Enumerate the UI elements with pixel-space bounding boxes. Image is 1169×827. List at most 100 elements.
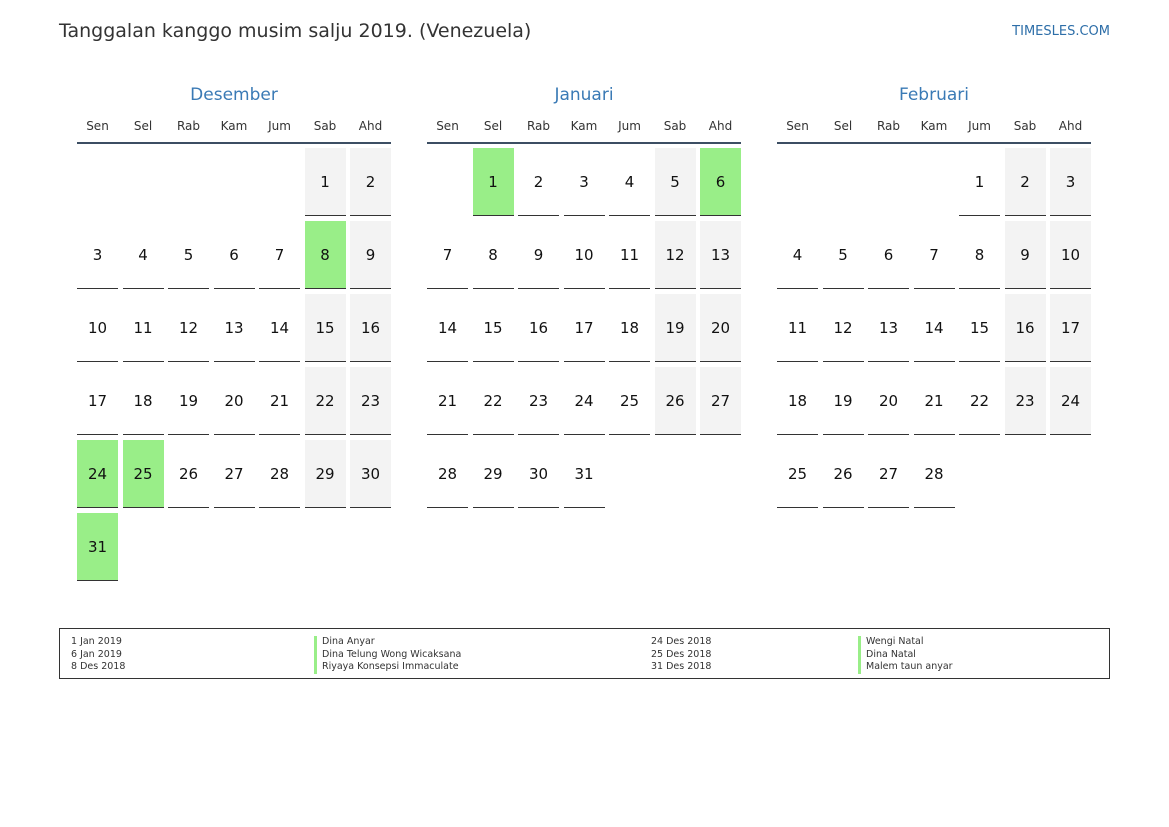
day-cell[interactable]: 2 — [350, 148, 391, 216]
empty-cell — [123, 513, 164, 581]
day-cell[interactable]: 23 — [518, 367, 559, 435]
day-cell[interactable]: 9 — [518, 221, 559, 289]
day-cell[interactable]: 16 — [1004, 294, 1046, 362]
day-cell[interactable]: 4 — [777, 221, 818, 289]
day-cell[interactable]: 20 — [700, 294, 741, 362]
day-cell[interactable]: 6 — [213, 221, 255, 289]
day-cell[interactable]: 17 — [1050, 294, 1091, 362]
day-cell[interactable]: 29 — [304, 440, 346, 508]
holiday-day-cell[interactable]: 24 — [77, 440, 118, 508]
empty-cell — [655, 440, 696, 508]
day-cell[interactable]: 16 — [518, 294, 559, 362]
holiday-day-cell[interactable]: 25 — [122, 440, 164, 508]
day-cell[interactable]: 30 — [350, 440, 391, 508]
day-cell[interactable]: 11 — [609, 221, 650, 289]
day-cell[interactable]: 5 — [822, 221, 864, 289]
day-cell[interactable]: 10 — [563, 221, 605, 289]
day-cell[interactable]: 9 — [350, 221, 391, 289]
day-cell[interactable]: 28 — [913, 440, 955, 508]
day-cell[interactable]: 15 — [304, 294, 346, 362]
day-cell[interactable]: 13 — [700, 221, 741, 289]
day-cell[interactable]: 22 — [959, 367, 1000, 435]
day-cell[interactable]: 27 — [700, 367, 741, 435]
day-cell[interactable]: 5 — [654, 148, 696, 216]
weekday-label: Rab — [526, 119, 551, 133]
day-cell[interactable]: 3 — [1050, 148, 1091, 216]
day-cell[interactable]: 8 — [472, 221, 514, 289]
day-cell[interactable]: 20 — [213, 367, 255, 435]
day-cell[interactable]: 3 — [77, 221, 118, 289]
day-cell[interactable]: 15 — [472, 294, 514, 362]
day-cell[interactable]: 25 — [609, 367, 650, 435]
weekday-label: Sab — [663, 119, 687, 133]
day-cell[interactable]: 31 — [563, 440, 605, 508]
empty-cell — [868, 148, 909, 216]
day-cell[interactable]: 26 — [654, 367, 696, 435]
day-cell[interactable]: 2 — [518, 148, 559, 216]
day-cell[interactable]: 2 — [1004, 148, 1046, 216]
day-cell[interactable]: 18 — [609, 294, 650, 362]
holiday-day-cell[interactable]: 8 — [304, 221, 346, 289]
day-cell[interactable]: 18 — [777, 367, 818, 435]
day-cell[interactable]: 14 — [913, 294, 955, 362]
day-cell[interactable]: 4 — [609, 148, 650, 216]
day-cell[interactable]: 12 — [822, 294, 864, 362]
day-cell[interactable]: 27 — [868, 440, 909, 508]
day-cell[interactable]: 19 — [654, 294, 696, 362]
day-cell[interactable]: 28 — [427, 440, 468, 508]
holiday-day-cell[interactable]: 1 — [472, 148, 514, 216]
day-cell[interactable]: 26 — [822, 440, 864, 508]
brand-link[interactable]: TIMESLES.COM — [1012, 24, 1110, 39]
day-cell[interactable]: 13 — [868, 294, 909, 362]
day-cell[interactable]: 6 — [868, 221, 909, 289]
day-cell[interactable]: 10 — [77, 294, 118, 362]
holiday-day-cell[interactable]: 6 — [700, 148, 741, 216]
day-cell[interactable]: 30 — [518, 440, 559, 508]
day-cell[interactable]: 8 — [959, 221, 1000, 289]
day-cell[interactable]: 20 — [868, 367, 909, 435]
week-row: 10 11 12 13 14 15 16 — [77, 294, 391, 367]
day-cell[interactable]: 11 — [122, 294, 164, 362]
day-cell[interactable]: 3 — [563, 148, 605, 216]
day-cell[interactable]: 25 — [777, 440, 818, 508]
day-cell[interactable]: 11 — [777, 294, 818, 362]
day-cell[interactable]: 21 — [913, 367, 955, 435]
day-cell[interactable]: 23 — [350, 367, 391, 435]
day-cell[interactable]: 15 — [959, 294, 1000, 362]
week-row: 14 15 16 17 18 19 20 — [427, 294, 741, 367]
day-cell[interactable]: 1 — [959, 148, 1000, 216]
holiday-day-cell[interactable]: 31 — [77, 513, 118, 581]
day-cell[interactable]: 7 — [427, 221, 468, 289]
day-cell[interactable]: 12 — [168, 294, 209, 362]
day-cell[interactable]: 17 — [563, 294, 605, 362]
day-cell[interactable]: 18 — [122, 367, 164, 435]
day-cell[interactable]: 14 — [427, 294, 468, 362]
day-cell[interactable]: 24 — [563, 367, 605, 435]
day-cell[interactable]: 22 — [472, 367, 514, 435]
day-cell[interactable]: 14 — [259, 294, 300, 362]
day-cell[interactable]: 28 — [259, 440, 300, 508]
day-cell[interactable]: 13 — [213, 294, 255, 362]
day-cell[interactable]: 21 — [427, 367, 468, 435]
day-cell[interactable]: 16 — [350, 294, 391, 362]
day-cell[interactable]: 17 — [77, 367, 118, 435]
day-cell[interactable]: 10 — [1050, 221, 1091, 289]
day-cell[interactable]: 5 — [168, 221, 209, 289]
day-cell[interactable]: 21 — [259, 367, 300, 435]
day-cell[interactable]: 29 — [472, 440, 514, 508]
day-cell[interactable]: 9 — [1004, 221, 1046, 289]
day-cell[interactable]: 7 — [913, 221, 955, 289]
day-cell[interactable]: 24 — [1050, 367, 1091, 435]
day-cell[interactable]: 27 — [213, 440, 255, 508]
day-cell[interactable]: 19 — [822, 367, 864, 435]
day-cell[interactable]: 19 — [168, 367, 209, 435]
day-cell[interactable]: 26 — [168, 440, 209, 508]
day-cell[interactable]: 1 — [304, 148, 346, 216]
day-cell[interactable]: 22 — [304, 367, 346, 435]
day-cell[interactable]: 4 — [122, 221, 164, 289]
day-cell[interactable]: 7 — [259, 221, 300, 289]
day-cell[interactable]: 23 — [1004, 367, 1046, 435]
day-cell[interactable]: 12 — [654, 221, 696, 289]
empty-cell — [914, 148, 955, 216]
